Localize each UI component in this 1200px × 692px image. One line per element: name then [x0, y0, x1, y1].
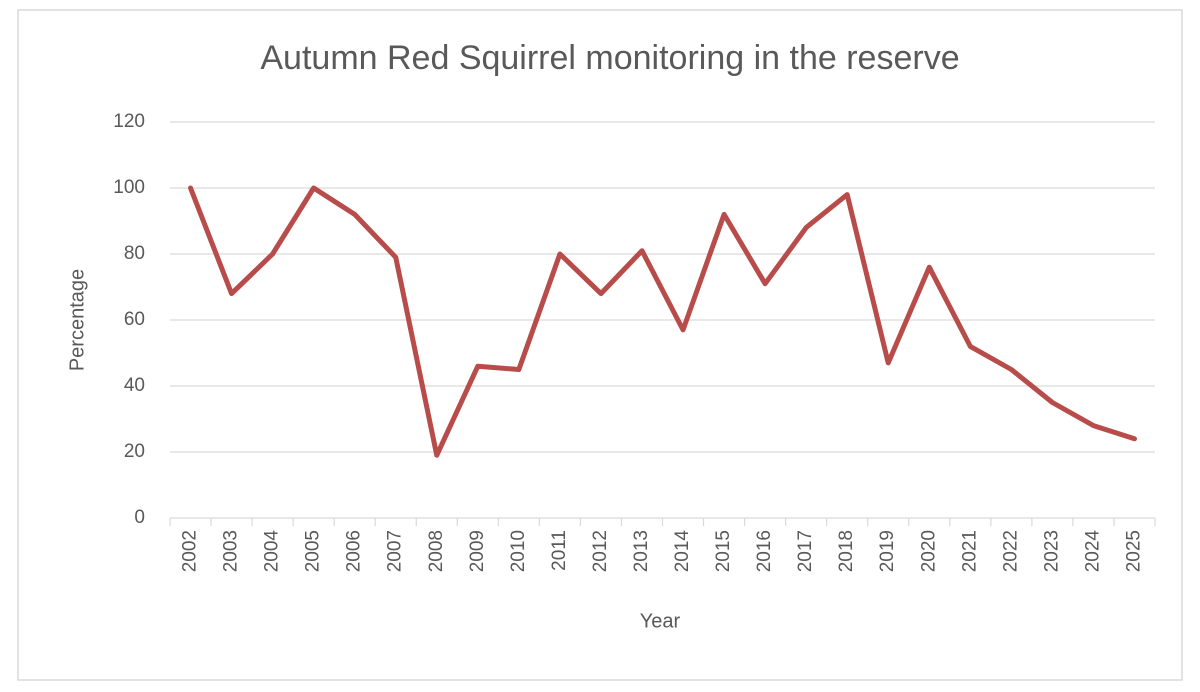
y-tick-label: 100 [113, 177, 145, 198]
x-tick-label: 2004 [262, 530, 283, 573]
x-tick-label: 2007 [385, 530, 406, 572]
x-tick-label: 2009 [467, 530, 488, 572]
x-tick-label: 2020 [918, 530, 939, 572]
x-tick-label: 2022 [1000, 530, 1021, 572]
x-tick-label: 2002 [180, 530, 201, 572]
x-tick-label: 2019 [877, 530, 898, 572]
chart-title: Autumn Red Squirrel monitoring in the re… [260, 39, 959, 77]
x-tick-label: 2016 [754, 530, 775, 572]
x-tick-label: 2010 [508, 530, 529, 572]
x-tick-label: 2005 [303, 530, 324, 572]
chart-frame [17, 9, 1183, 681]
x-tick-label: 2018 [836, 530, 857, 572]
y-tick-label: 0 [134, 507, 145, 528]
x-tick-label: 2008 [426, 530, 447, 572]
x-axis-label: Year [640, 610, 681, 632]
x-tick-label: 2003 [221, 530, 242, 572]
y-tick-label: 120 [113, 111, 145, 132]
x-tick-label: 2017 [795, 530, 816, 572]
x-tick-label: 2012 [590, 530, 611, 572]
x-tick-label: 2025 [1123, 530, 1144, 572]
y-tick-label: 60 [124, 309, 145, 330]
x-tick-label: 2023 [1041, 530, 1062, 572]
x-tick-label: 2015 [713, 530, 734, 572]
x-tick-label: 2011 [549, 530, 570, 571]
y-tick-label: 40 [124, 375, 145, 396]
y-tick-label: 80 [124, 243, 145, 264]
x-tick-label: 2024 [1082, 530, 1103, 573]
data-line [188, 185, 1137, 458]
x-tick-label: 2021 [959, 530, 980, 572]
y-tick-label: 20 [124, 441, 145, 462]
y-axis-label: Percentage [66, 269, 88, 371]
x-tick-label: 2013 [631, 530, 652, 572]
x-tick-label: 2006 [344, 530, 365, 572]
x-tick-label: 2014 [672, 530, 693, 573]
